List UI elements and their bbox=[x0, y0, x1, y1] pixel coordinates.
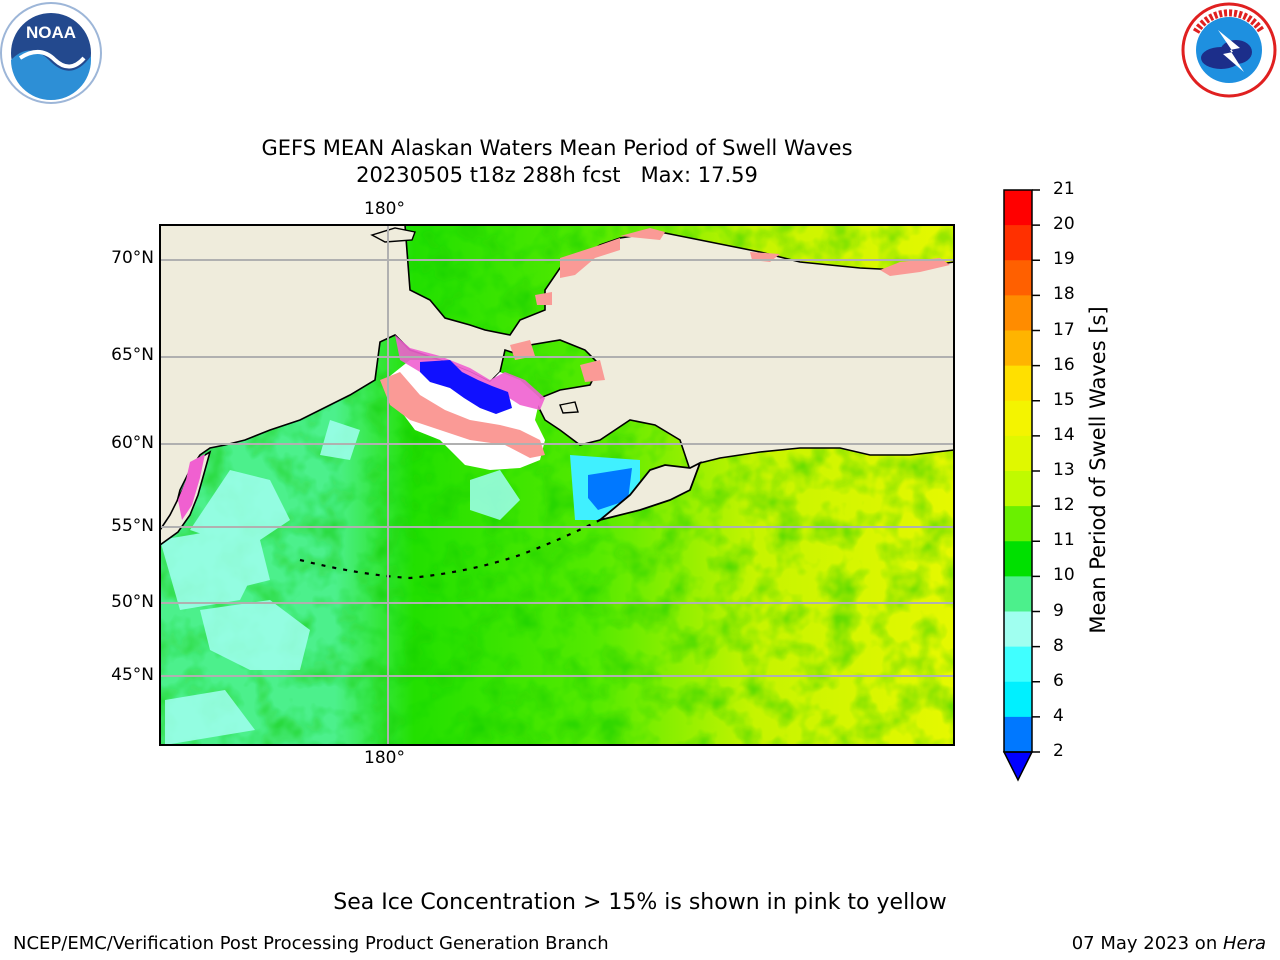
colorbar-block bbox=[1004, 611, 1032, 648]
lat-label-55: 55°N bbox=[111, 516, 154, 536]
colorbar-tick-label: 18 bbox=[1053, 284, 1075, 305]
colorbar-block bbox=[1004, 681, 1032, 718]
sea-ice-salmon bbox=[380, 292, 605, 458]
colorbar-block bbox=[1004, 506, 1032, 542]
colorbar-tick-label: 16 bbox=[1053, 354, 1075, 375]
nws-logo bbox=[1181, 2, 1277, 98]
colorbar-tick-label: 11 bbox=[1053, 530, 1075, 551]
lat-gridlines bbox=[160, 225, 954, 745]
footer-date-text: 07 May 2023 on bbox=[1071, 933, 1223, 954]
colorbar-tick-label: 4 bbox=[1053, 705, 1064, 726]
colorbar-block bbox=[1004, 400, 1032, 437]
bristol-bay-low bbox=[588, 468, 632, 510]
colorbar-block bbox=[1004, 190, 1032, 226]
colorbar-block bbox=[1004, 471, 1032, 507]
lon-label-top: 180° bbox=[364, 199, 405, 219]
colorbar-tick-label: 21 bbox=[1053, 179, 1075, 199]
footer-branch: NCEP/EMC/Verification Post Processing Pr… bbox=[13, 933, 609, 954]
arctic-ice-fringe bbox=[560, 228, 950, 278]
alaska-peninsula bbox=[599, 461, 702, 521]
colorbar-tick-label: 17 bbox=[1053, 319, 1075, 340]
chart-title: GEFS MEAN Alaskan Waters Mean Period of … bbox=[261, 136, 853, 160]
footer-machine: Hera bbox=[1222, 933, 1266, 954]
colorbar-block bbox=[1004, 260, 1032, 296]
colorbar-tick-label: 10 bbox=[1053, 565, 1075, 586]
lon-label-bottom: 180° bbox=[364, 748, 405, 768]
lat-label-65: 65°N bbox=[111, 345, 154, 365]
lat-label-70: 70°N bbox=[111, 248, 154, 268]
colorbar-tick-label: 8 bbox=[1053, 635, 1064, 656]
ocean-cyan-patches bbox=[160, 420, 520, 745]
sea-ice-blue bbox=[420, 360, 512, 414]
chart-subtitle: 20230505 t18z 288h fcst Max: 17.59 bbox=[356, 163, 758, 187]
noaa-logo: NOAA bbox=[0, 2, 102, 104]
colorbar-block bbox=[1004, 225, 1032, 261]
sea-ice-pink bbox=[395, 335, 545, 410]
colorbar-block bbox=[1004, 330, 1032, 367]
colorbar-tick-label: 9 bbox=[1053, 600, 1064, 621]
kamchatka-ice bbox=[178, 454, 205, 520]
colorbar-block bbox=[1004, 435, 1032, 472]
colorbar-tick-label: 20 bbox=[1053, 214, 1075, 235]
colorbar-tick-label: 6 bbox=[1053, 670, 1064, 691]
colorbar-tick-label: 13 bbox=[1053, 460, 1075, 480]
footer-date: 07 May 2023 on Hera bbox=[1072, 933, 1266, 954]
colorbar-tick-label: 15 bbox=[1053, 389, 1075, 410]
nunivak-island bbox=[559, 401, 579, 414]
wrangel-island bbox=[370, 227, 416, 243]
colorbar-block bbox=[1004, 541, 1032, 577]
colorbar-tick-label: 14 bbox=[1053, 424, 1075, 445]
lat-label-60: 60°N bbox=[111, 433, 154, 453]
colorbar-tick-label: 19 bbox=[1053, 249, 1075, 270]
sea-ice-note: Sea Ice Concentration > 15% is shown in … bbox=[333, 890, 947, 915]
map-frame bbox=[159, 224, 955, 746]
lat-label-50: 50°N bbox=[111, 592, 154, 612]
colorbar-label: Mean Period of Swell Waves [s] bbox=[1086, 306, 1110, 634]
colorbar-block bbox=[1004, 716, 1032, 753]
colorbar-tick-label: 12 bbox=[1053, 495, 1075, 516]
colorbar-block bbox=[1004, 646, 1032, 683]
noaa-logo-text: NOAA bbox=[26, 23, 76, 42]
colorbar-under-triangle bbox=[1002, 751, 1034, 782]
colorbar-block bbox=[1004, 576, 1032, 612]
colorbar-block bbox=[1004, 365, 1032, 402]
colorbar-tick-label: 2 bbox=[1053, 741, 1064, 761]
colorbar-block bbox=[1004, 295, 1032, 331]
lat-label-45: 45°N bbox=[111, 665, 154, 685]
